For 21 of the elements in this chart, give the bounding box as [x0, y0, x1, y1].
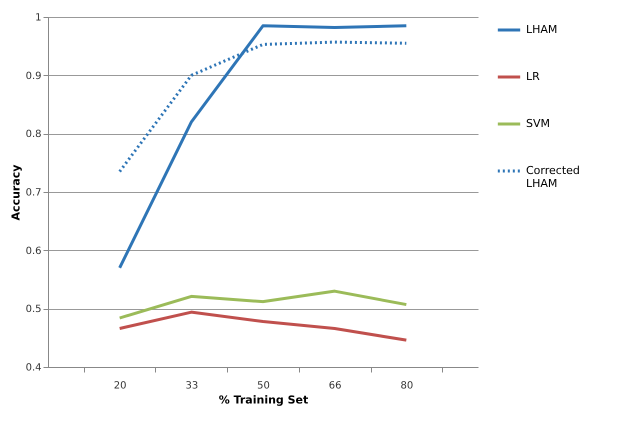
y-tick-label: 0.4 — [26, 362, 42, 374]
legend-label: Corrected LHAM — [526, 164, 580, 190]
x-tick-label: 20 — [114, 380, 127, 392]
line-series — [118, 310, 408, 342]
legend-label: SVM — [526, 117, 550, 130]
legend-label: LR — [526, 70, 540, 83]
y-tick-label: 0.5 — [26, 304, 42, 316]
x-tick-label: 33 — [185, 380, 198, 392]
y-tick-label: 0.8 — [26, 129, 42, 140]
y-tick-label: 0.6 — [26, 246, 42, 257]
y-tick-label: 0.9 — [26, 70, 42, 82]
x-tick-label: 80 — [400, 380, 414, 392]
x-tick-label: 50 — [257, 380, 270, 392]
y-tick-label: 0.7 — [26, 188, 42, 198]
legend-label: LHAM — [526, 23, 558, 36]
y-axis-title: Accuracy — [10, 164, 23, 220]
x-tick-label: 66 — [328, 380, 342, 392]
x-axis-title: % Training Set — [218, 394, 308, 406]
line-series — [118, 24, 408, 270]
line-series — [118, 290, 408, 320]
y-tick-label: 1 — [35, 12, 42, 24]
